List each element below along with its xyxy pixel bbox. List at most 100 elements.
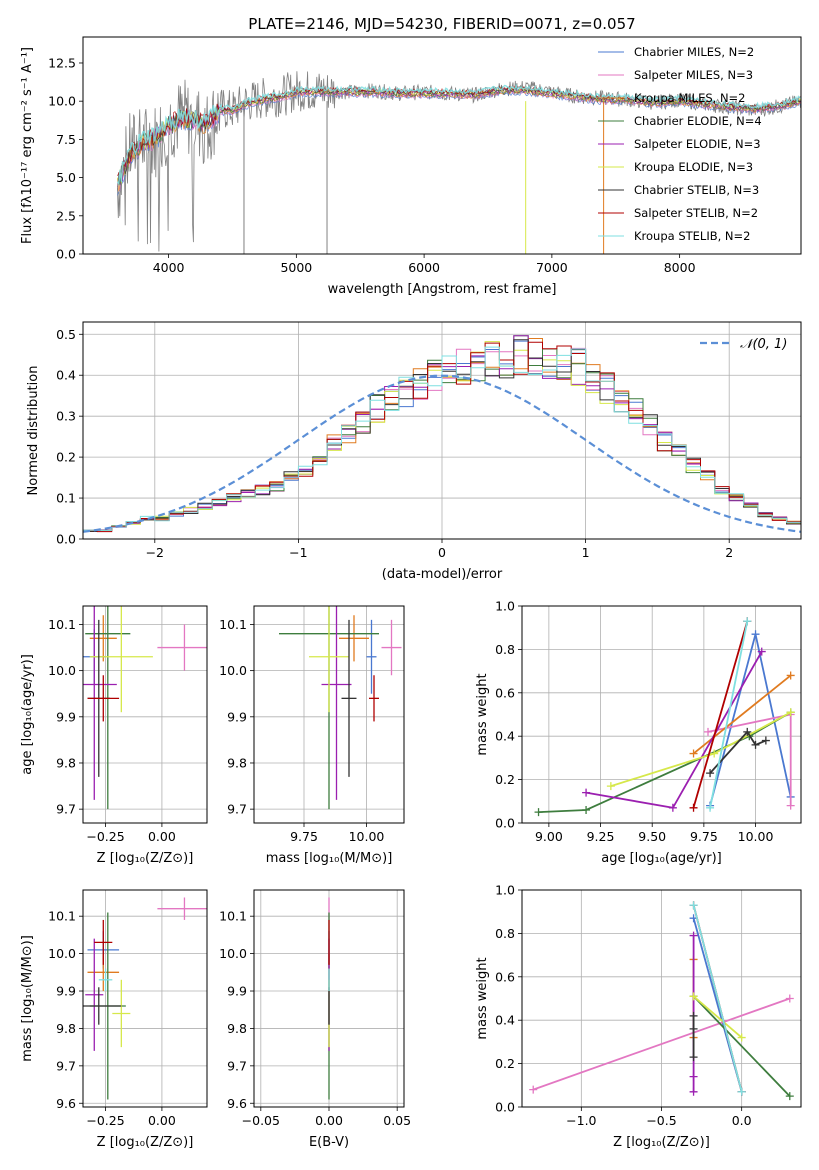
error-bar-point	[366, 619, 377, 694]
legend: Chabrier MILES, N=2 Salpeter MILES, N=3 Kr…	[598, 45, 762, 243]
mass-weight-line	[692, 674, 792, 755]
error-bar-point	[89, 606, 153, 713]
y-tick-label: 10.0	[48, 946, 76, 961]
y-tick-label: 10.0	[219, 663, 247, 678]
y-axis-label: Normed distribution	[26, 366, 41, 496]
axes-frame	[521, 889, 802, 1108]
plus-marker	[761, 736, 770, 745]
x-tick-label: −0.5	[646, 1113, 676, 1128]
x-tick-label: −1	[289, 545, 307, 560]
y-tick-label: 0.3	[56, 409, 76, 424]
plus-marker	[785, 1092, 794, 1101]
plus-marker	[751, 630, 760, 639]
plus-marker	[582, 805, 591, 814]
x-tick-label: 0	[438, 545, 446, 560]
y-tick-label: 9.9	[56, 709, 76, 724]
panel-7: −1.0 −0.5 0.0 0.0 0.2 0.4 0.6 0.8 1.0 Z [log₁₀(Z/…	[475, 883, 802, 1150]
y-tick-label: 9.7	[56, 802, 76, 817]
x-tick-label: 6000	[408, 260, 440, 275]
plot-area	[534, 617, 795, 817]
axes-frame	[82, 36, 802, 255]
x-tick-label: 5000	[280, 260, 312, 275]
x-tick-label: 10.00	[349, 829, 385, 844]
legend-entry: Kroupa STELIB, N=2	[634, 229, 751, 243]
error-bar-point	[369, 675, 379, 722]
plus-marker	[689, 749, 698, 758]
legend: 𝒩(0, 1)	[700, 337, 787, 352]
plus-marker	[606, 782, 615, 791]
legend-entry: Salpeter MILES, N=3	[634, 68, 753, 82]
plus-marker	[706, 769, 715, 778]
axes-frame	[253, 605, 405, 824]
y-axis-label: mass weight	[475, 673, 490, 755]
x-axis-label: wavelength [Angstrom, rest frame]	[328, 282, 557, 297]
plus-marker	[529, 1085, 538, 1094]
axes-frame	[82, 321, 802, 540]
y-tick-label: 9.9	[56, 984, 76, 999]
mass-weight-line	[532, 997, 791, 1091]
x-tick-label: 9.75	[290, 829, 318, 844]
plot-area	[116, 71, 801, 254]
plus-marker	[706, 803, 715, 812]
panel-5: −0.25 0.00 9.6 9.7 9.8 9.9 10.0 10.1 Z [log₁₀(Z/…	[20, 889, 208, 1150]
plus-marker	[689, 1011, 698, 1020]
y-tick-label: 10.0	[48, 663, 76, 678]
panel-2: −0.25 0.00 9.7 9.8 9.9 10.0 10.1 Z [log₁₀(Z/Z⊙)…	[20, 605, 208, 866]
plus-marker	[786, 708, 795, 717]
plus-marker	[786, 671, 795, 680]
y-tick-label: 9.9	[227, 984, 247, 999]
x-tick-label: −2	[146, 545, 164, 560]
x-tick-label: 0.00	[148, 829, 176, 844]
y-tick-label: 9.9	[227, 709, 247, 724]
plot-area	[529, 901, 794, 1101]
y-tick-label: 9.8	[56, 755, 76, 770]
error-bar-point	[83, 606, 117, 800]
plus-marker	[689, 901, 698, 910]
y-tick-label: 0.8	[495, 926, 515, 941]
y-tick-label: 9.8	[227, 755, 247, 770]
panel-6: −0.05 0.00 0.05 9.6 9.7 9.8 9.9 10.0 10.1 E(B-V)	[219, 889, 411, 1150]
y-tick-label: 7.5	[56, 132, 76, 147]
x-tick-label: 0.00	[315, 1113, 343, 1128]
x-tick-label: 9.25	[587, 829, 615, 844]
model-line	[116, 83, 801, 187]
x-tick-label: 9.75	[690, 829, 718, 844]
x-axis-label: Z [log₁₀(Z/Z⊙)]	[97, 851, 194, 866]
x-tick-label: 9.50	[638, 829, 666, 844]
x-tick-label: 7000	[536, 260, 568, 275]
y-tick-label: 0.4	[495, 1013, 515, 1028]
x-tick-label: 0.05	[383, 1113, 411, 1128]
y-tick-label: 0.1	[56, 491, 76, 506]
error-bar-point	[85, 606, 131, 810]
plus-marker	[689, 1072, 698, 1081]
mass-weight-line	[692, 904, 743, 1093]
plus-marker	[534, 808, 543, 817]
x-tick-label: −0.05	[242, 1113, 280, 1128]
plus-marker	[668, 803, 677, 812]
y-axis-label: age [log₁₀(age/yr)]	[20, 654, 35, 775]
error-bar-point	[85, 938, 104, 1051]
plus-marker	[689, 803, 698, 812]
legend-entry: Salpeter ELODIE, N=3	[634, 137, 761, 151]
x-tick-label: 0.0	[732, 1113, 752, 1128]
panel-1: −2 −1 0 1 2 0.0 0.1 0.2 0.3 0.4 0.5 (data-model)/er…	[26, 321, 802, 582]
plus-marker	[757, 647, 766, 656]
panel-3: 9.75 10.00 9.7 9.8 9.9 10.0 10.1 mass [log₁₀(M/…	[219, 605, 405, 866]
x-axis-label: (data-model)/error	[382, 567, 503, 582]
y-tick-label: 0.4	[495, 729, 515, 744]
panel-4: 9.00 9.25 9.50 9.75 10.00 0.0 0.2 0.4 0.6 0.8 1.0 a…	[475, 599, 802, 866]
plus-marker	[743, 617, 752, 626]
y-tick-label: 2.5	[56, 208, 76, 223]
plot-area	[279, 606, 402, 810]
residual-histogram	[83, 346, 801, 531]
mass-weight-line	[538, 711, 792, 813]
error-bar-point	[339, 615, 369, 662]
axes-frame	[253, 889, 405, 1108]
axes-frame	[82, 889, 208, 1108]
legend-entry: 𝒩(0, 1)	[740, 337, 787, 352]
x-tick-label: 2	[725, 545, 733, 560]
plus-marker	[786, 801, 795, 810]
y-tick-label: 10.0	[48, 94, 76, 109]
plus-marker	[737, 1033, 746, 1042]
error-bar-point	[321, 606, 352, 800]
